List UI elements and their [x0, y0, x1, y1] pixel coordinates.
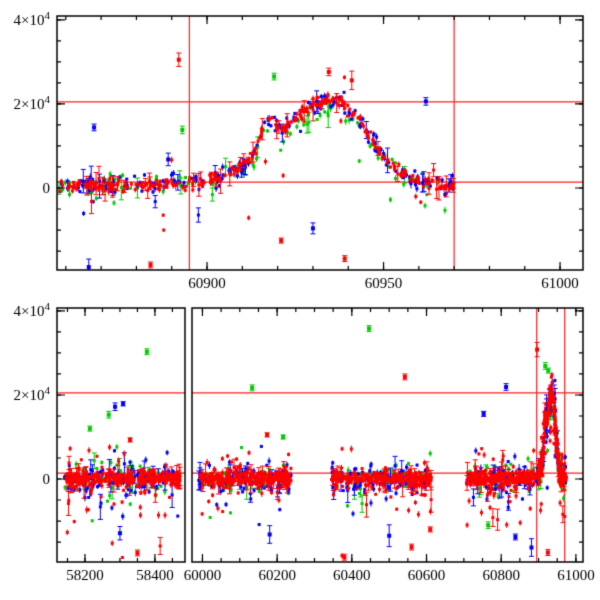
- light-curve-figure: [0, 0, 600, 600]
- light-curves-canvas: [0, 0, 600, 600]
